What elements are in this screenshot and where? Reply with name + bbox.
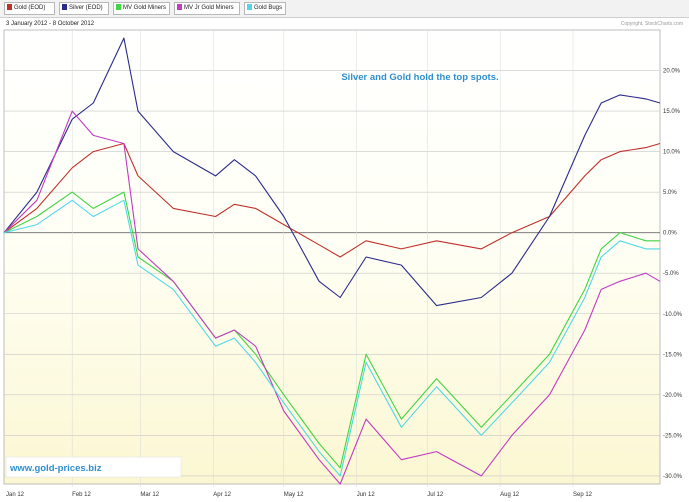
legend-swatch (247, 4, 252, 11)
y-tick-label: -30.0% (663, 474, 683, 480)
copyright-text: Copyright, StockCharts.com (620, 21, 683, 27)
legend-label: Silver (EOD) (69, 5, 103, 11)
legend-item-mv-gold-miners[interactable]: MV Gold Miners (113, 2, 170, 15)
y-tick-label: -20.0% (663, 393, 683, 399)
y-tick-label: 5.0% (663, 190, 677, 196)
y-tick-label: -5.0% (663, 271, 679, 277)
x-axis-ticks: Jan 12 Feb 12 Mar 12 Apr 12 May 12 Jun 12 Jul … (6, 492, 593, 498)
x-tick-label: Aug 12 (500, 492, 520, 498)
watermark-text: www.gold-prices.biz (9, 463, 102, 474)
legend-label: Gold (EOD) (14, 5, 46, 11)
chart-annotation: Silver and Gold hold the top spots. (341, 72, 498, 83)
legend-item-mv-jr-gold-miners[interactable]: MV Jr Gold Miners (174, 2, 240, 15)
series-line (3, 199, 660, 477)
grid (4, 30, 660, 487)
series-line (3, 191, 660, 469)
y-tick-label: 15.0% (663, 109, 681, 115)
x-tick-label: Jan 12 (6, 492, 25, 498)
y-tick-label: -10.0% (663, 312, 683, 318)
legend-label: MV Gold Miners (123, 5, 167, 11)
x-tick-label: Feb 12 (72, 492, 91, 498)
y-tick-label: 10.0% (663, 150, 681, 156)
legend-label: Gold Bugs (254, 5, 283, 11)
x-tick-label: Jun 12 (357, 492, 376, 498)
y-tick-label: 0.0% (663, 231, 677, 237)
x-tick-label: May 12 (284, 492, 304, 498)
y-tick-label: -25.0% (663, 433, 683, 439)
x-tick-label: Mar 12 (140, 492, 159, 498)
legend-item-silver[interactable]: Silver (EOD) (59, 2, 109, 15)
watermark-box (5, 456, 182, 478)
y-tick-label: -15.0% (663, 352, 683, 358)
legend-item-gold-bugs[interactable]: Gold Bugs (244, 2, 286, 15)
series-line (3, 142, 661, 258)
legend-label: MV Jr Gold Miners (184, 5, 234, 11)
x-tick-label: Apr 12 (213, 492, 231, 498)
legend-swatch (116, 4, 121, 11)
legend-swatch (7, 4, 12, 11)
x-tick-label: Sep 12 (573, 492, 593, 498)
series-line (3, 110, 661, 485)
series-line (3, 37, 661, 307)
y-axis-ticks: 20.0% 15.0% 10.0% 5.0% 0.0% -5.0% -10.0% -15.0%… (663, 69, 683, 480)
y-tick-label: 20.0% (663, 69, 681, 75)
series-lines (3, 37, 661, 485)
date-range: 3 January 2012 - 8 October 2012 (6, 21, 95, 27)
plot-background (3, 29, 661, 485)
legend-swatch (177, 4, 182, 11)
legend-item-gold[interactable]: Gold (EOD) (4, 2, 55, 15)
legend-swatch (62, 4, 67, 11)
legend-bar: Gold (EOD) Silver (EOD) MV Gold Miners M… (0, 0, 689, 18)
x-tick-label: Jul 12 (427, 492, 444, 498)
